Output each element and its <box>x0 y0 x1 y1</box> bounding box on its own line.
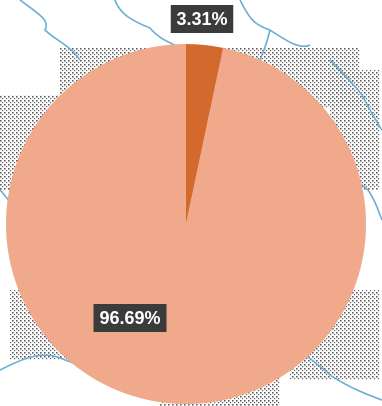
data-label-text: 96.69% <box>99 308 160 328</box>
data-label-text: 3.31% <box>176 9 227 29</box>
pie-slices <box>6 44 367 405</box>
data-label-2: 96.69% <box>93 304 167 332</box>
data-label-box <box>93 304 167 332</box>
data-label-box <box>170 5 234 33</box>
data-label-1: 3.31% <box>170 5 234 33</box>
pie-data-labels: 3.31% 96.69% <box>93 5 234 332</box>
pie-slice-1 <box>186 44 224 224</box>
